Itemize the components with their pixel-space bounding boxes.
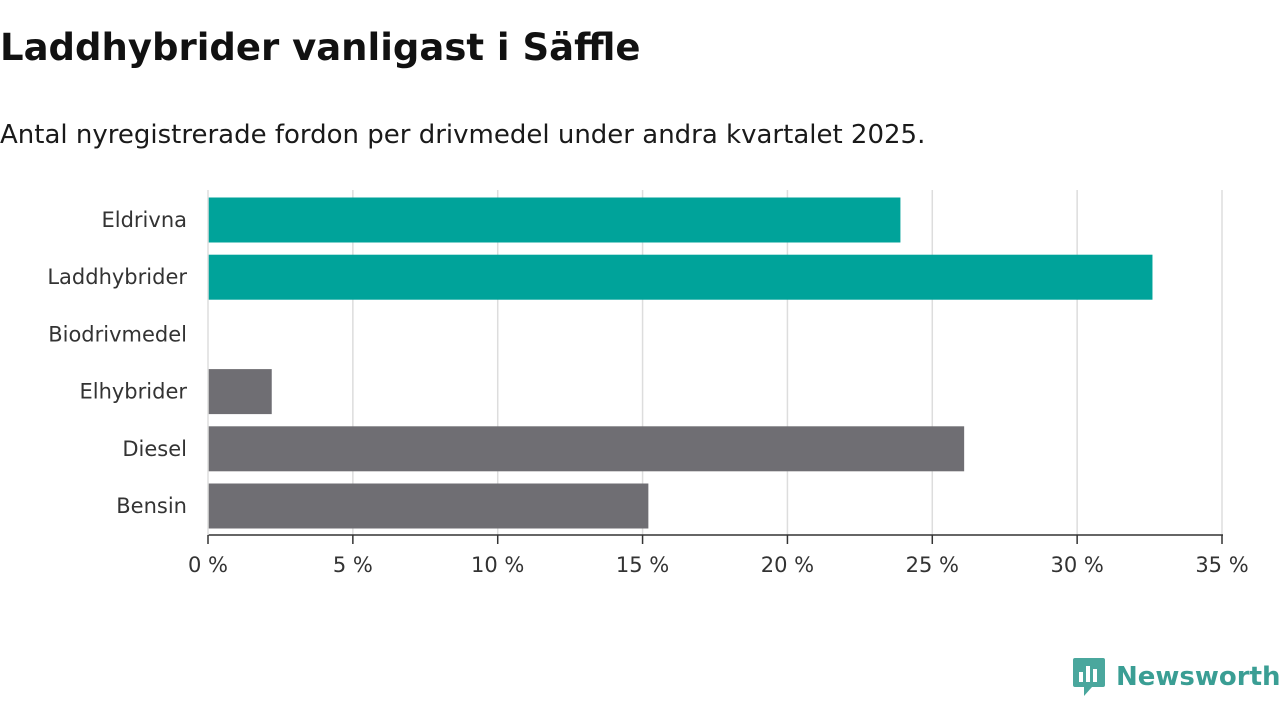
bar-elhybrider: [208, 369, 272, 415]
chart-title: Laddhybrider vanligast i Säffle: [0, 26, 641, 69]
category-label: Biodrivmedel: [48, 322, 187, 346]
x-tick-label: 0 %: [188, 553, 228, 577]
brand-logo: Newsworthy: [1072, 655, 1280, 699]
newsworthy-logo-icon: [1073, 658, 1105, 696]
x-tick-label: 35 %: [1195, 553, 1248, 577]
bar-bensin: [208, 483, 649, 529]
gridlines: [352, 190, 1223, 535]
x-tick-label: 30 %: [1050, 553, 1103, 577]
brand-name: Newsworthy: [1116, 662, 1280, 692]
category-label: Bensin: [116, 494, 187, 518]
bar-laddhybrider: [208, 254, 1153, 300]
category-label: Eldrivna: [101, 208, 187, 232]
category-label: Laddhybrider: [47, 265, 187, 289]
category-labels: Eldrivna Laddhybrider Biodrivmedel Elhybrid…: [47, 208, 187, 518]
category-label: Diesel: [122, 437, 187, 461]
x-tick-label: 10 %: [471, 553, 524, 577]
x-tick-label: 5 %: [333, 553, 373, 577]
x-tick-label: 20 %: [761, 553, 814, 577]
x-axis: 0 % 5 % 10 % 15 % 20 % 25 % 30 % 35 %: [188, 190, 1249, 577]
category-label: Elhybrider: [79, 380, 187, 404]
bars: [208, 197, 1153, 529]
x-tick-label: 25 %: [906, 553, 959, 577]
chart-subtitle: Antal nyregistrerade fordon per drivmede…: [0, 120, 926, 150]
bar-diesel: [208, 426, 965, 472]
bar-eldrivna: [208, 197, 901, 243]
x-tick-label: 15 %: [616, 553, 669, 577]
